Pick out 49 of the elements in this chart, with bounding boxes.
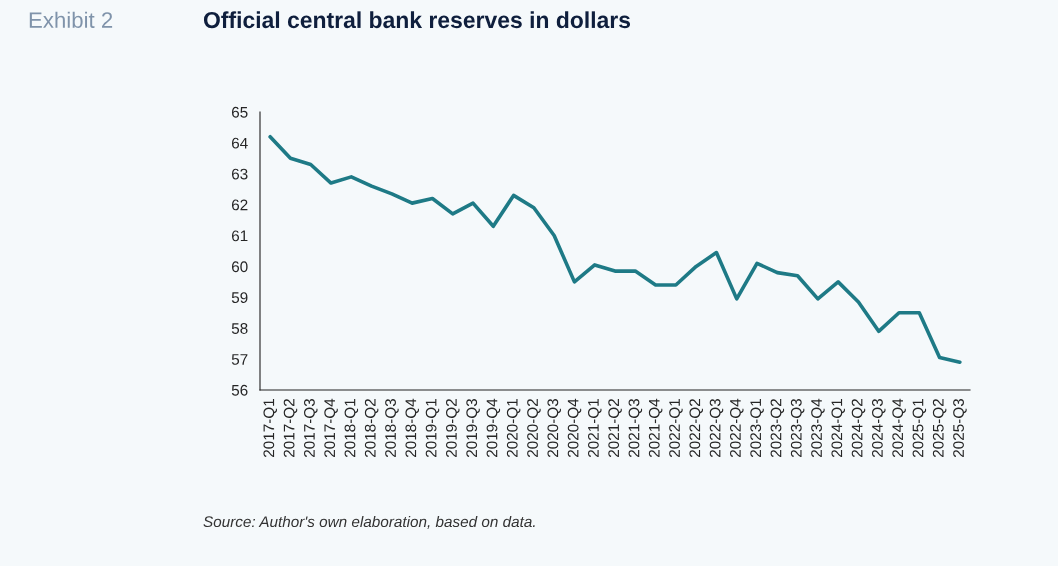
- y-tick-label: 59: [231, 292, 248, 304]
- y-tick-label: 58: [231, 323, 248, 334]
- y-tick-label: 61: [231, 230, 248, 242]
- y-tick-label: 57: [231, 354, 248, 365]
- y-tick-label: 60: [231, 261, 248, 273]
- x-tick-label: 2019-Q4: [486, 398, 501, 458]
- x-tick-label: 2023-Q3: [790, 399, 805, 458]
- x-tick-label: 2018-Q2: [364, 399, 379, 458]
- x-tick-label: 2019-Q2: [446, 399, 460, 458]
- x-tick-label: 2023-Q1: [750, 399, 764, 458]
- x-tick-label: 2017-Q2: [283, 399, 298, 458]
- x-tick-label: 2020-Q2: [527, 399, 541, 458]
- x-tick-label: 2025-Q3: [953, 399, 967, 458]
- chart-title: Official central bank reserves in dollars: [203, 11, 631, 29]
- x-tick-label: 2020-Q3: [547, 399, 561, 458]
- x-tick-label: 2022-Q1: [669, 399, 683, 458]
- x-tick-label: 2018-Q1: [344, 399, 359, 458]
- x-tick-label: 2021-Q3: [628, 399, 643, 458]
- x-tick-label: 2020-Q1: [506, 399, 521, 458]
- x-tick-label: 2017-Q3: [304, 399, 318, 458]
- x-tick-label: 2024-Q1: [831, 399, 845, 458]
- x-tick-label: 2023-Q4: [811, 398, 825, 458]
- x-tick-label: 2019-Q3: [466, 399, 480, 458]
- y-tick-label: 64: [231, 137, 248, 149]
- x-tick-label: 2021-Q2: [608, 399, 622, 458]
- x-tick-label: 2018-Q4: [405, 398, 419, 458]
- x-tick-label: 2021-Q1: [588, 399, 602, 458]
- x-tick-label: 2018-Q3: [385, 399, 399, 458]
- x-tick-label: 2022-Q2: [689, 399, 703, 458]
- x-tick-label: 2020-Q4: [567, 398, 582, 458]
- x-tick-label: 2024-Q2: [851, 399, 866, 458]
- x-tick-label: 2017-Q1: [263, 399, 277, 458]
- y-tick-label: 56: [231, 384, 248, 396]
- y-tick-label: 63: [231, 168, 248, 180]
- x-tick-label: 2019-Q1: [425, 399, 440, 458]
- x-tick-label: 2024-Q4: [892, 398, 906, 458]
- x-tick-label: 2021-Q4: [648, 398, 663, 458]
- x-tick-label: 2017-Q4: [324, 398, 338, 458]
- x-tick-label: 2025-Q1: [912, 399, 927, 458]
- x-tick-label: 2022-Q4: [730, 398, 744, 458]
- line-series: [268, 134, 962, 365]
- y-tick-label: 62: [231, 199, 248, 211]
- source-note: Source: Author's own elaboration, based on data.: [203, 515, 535, 529]
- text: Exhibit 2: [29, 11, 113, 28]
- x-tick-label: 2024-Q3: [872, 399, 886, 458]
- x-tick-label: 2022-Q3: [709, 399, 724, 458]
- x-tick-label: 2023-Q2: [770, 399, 785, 458]
- y-tick-label: 65: [231, 106, 248, 118]
- x-tick-label: 2025-Q2: [932, 399, 947, 458]
